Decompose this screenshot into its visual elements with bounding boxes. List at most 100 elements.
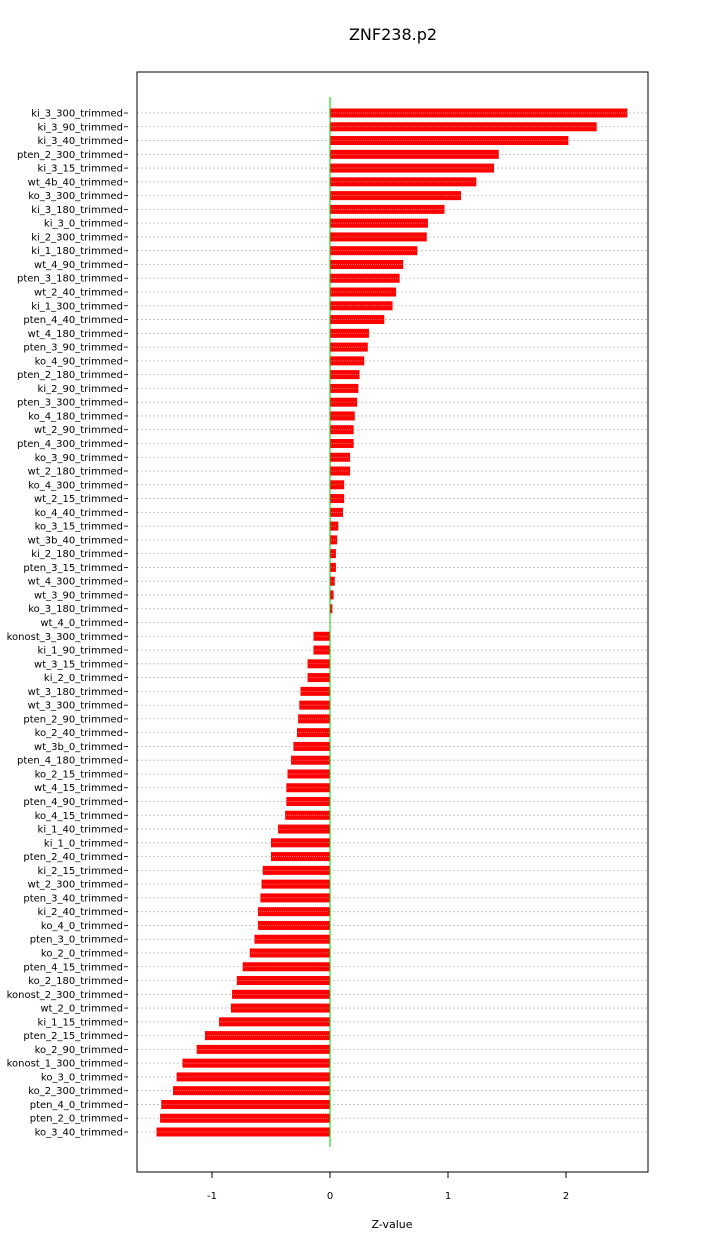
bar	[330, 163, 495, 173]
bar	[278, 824, 330, 834]
bar	[330, 383, 359, 393]
category-label: ki_2_0_trimmed	[44, 673, 123, 684]
bar	[204, 1031, 330, 1041]
category-label: ki_2_180_trimmed	[31, 549, 123, 560]
x-axis: -1 0 1 2	[207, 1172, 569, 1202]
bar	[330, 576, 335, 586]
bar	[232, 989, 330, 999]
category-label: ki_2_40_trimmed	[38, 907, 123, 918]
bar-fill	[330, 163, 495, 173]
bar	[262, 865, 330, 875]
category-label: ki_3_180_trimmed	[31, 205, 123, 216]
bar	[293, 741, 330, 751]
category-label: wt_2_40_trimmed	[34, 288, 123, 299]
category-label: ko_4_15_trimmed	[35, 811, 123, 822]
category-label: ki_3_40_trimmed	[38, 136, 123, 147]
plot-frame	[136, 71, 649, 1173]
bar	[330, 246, 418, 256]
bar	[330, 191, 461, 201]
category-label: wt_4_180_trimmed	[28, 329, 123, 340]
category-label: pten_3_90_trimmed	[23, 343, 123, 354]
category-label: pten_2_180_trimmed	[17, 370, 123, 381]
bar-fill	[330, 232, 427, 242]
category-label: wt_4_0_trimmed	[40, 618, 123, 629]
category-label: ko_2_15_trimmed	[35, 769, 123, 780]
category-label: wt_2_15_trimmed	[34, 494, 123, 505]
bar-fill	[313, 645, 330, 655]
category-label: ko_3_15_trimmed	[35, 522, 123, 533]
category-label: ki_1_0_trimmed	[44, 838, 123, 849]
bar	[261, 879, 330, 889]
bar-fill	[330, 411, 355, 421]
bar	[286, 797, 330, 807]
bar-fill	[156, 1127, 330, 1137]
category-label: wt_3_15_trimmed	[34, 659, 123, 670]
category-labels: ki_3_300_trimmed ki_3_90_trimmed ki_3_40_t…	[7, 109, 128, 1139]
bar-fill	[196, 1044, 330, 1054]
bar-fill	[330, 576, 335, 586]
bar	[173, 1086, 330, 1096]
bar	[260, 893, 330, 903]
bar-fill	[296, 728, 330, 738]
category-label: pten_4_15_trimmed	[23, 962, 123, 973]
bar-fill	[176, 1072, 330, 1082]
category-label: ko_3_180_trimmed	[28, 604, 123, 615]
bar	[330, 218, 428, 228]
bar-fill	[330, 452, 351, 462]
category-label: wt_3_300_trimmed	[28, 701, 123, 712]
category-label: ko_4_300_trimmed	[28, 480, 123, 491]
category-label: ki_3_15_trimmed	[38, 164, 123, 175]
category-label: wt_3_180_trimmed	[28, 687, 123, 698]
category-label: pten_3_15_trimmed	[23, 563, 123, 574]
category-label: ki_3_90_trimmed	[38, 122, 123, 133]
bar	[196, 1044, 330, 1054]
category-label: ki_1_180_trimmed	[31, 246, 123, 257]
x-tick-label: -1	[207, 1191, 217, 1202]
category-label: konost_3_300_trimmed	[7, 632, 123, 643]
bar-fill	[330, 466, 351, 476]
bar-fill	[293, 741, 330, 751]
bar	[330, 356, 365, 366]
bar	[254, 934, 330, 944]
category-label: wt_4_90_trimmed	[34, 260, 123, 271]
bar	[330, 549, 336, 559]
bar	[330, 604, 333, 614]
bars	[156, 108, 628, 1137]
bar	[285, 810, 330, 820]
bar	[313, 631, 330, 641]
bar	[249, 948, 330, 958]
bar	[300, 686, 330, 696]
bar-fill	[330, 507, 343, 517]
bar	[307, 659, 330, 669]
bar-fill	[330, 521, 339, 531]
bar-fill	[330, 218, 428, 228]
bar	[330, 108, 628, 118]
bar	[330, 521, 339, 531]
bar	[330, 301, 393, 311]
bar	[330, 273, 400, 283]
bar	[258, 920, 330, 930]
category-label: konost_1_300_trimmed	[7, 1059, 123, 1070]
category-label: ki_1_15_trimmed	[38, 1017, 123, 1028]
bar	[271, 838, 330, 848]
category-label: ko_3_300_trimmed	[28, 191, 123, 202]
category-label: wt_4b_40_trimmed	[28, 177, 123, 188]
bar-fill	[330, 549, 336, 559]
category-label: konost_2_300_trimmed	[7, 990, 123, 1001]
category-label: wt_2_180_trimmed	[28, 467, 123, 478]
bar-fill	[330, 562, 336, 572]
category-label: ki_1_300_trimmed	[31, 301, 123, 312]
category-label: wt_3b_40_trimmed	[28, 535, 123, 546]
bar-fill	[313, 631, 330, 641]
bar-fill	[204, 1031, 330, 1041]
bar-fill	[330, 370, 360, 380]
bar	[330, 204, 445, 214]
category-label: pten_3_40_trimmed	[23, 893, 123, 904]
bar-fill	[330, 259, 404, 269]
bar	[330, 562, 336, 572]
category-label: ki_2_15_trimmed	[38, 866, 123, 877]
category-label: pten_3_300_trimmed	[17, 398, 123, 409]
category-label: ko_3_90_trimmed	[35, 453, 123, 464]
bar	[330, 328, 369, 338]
